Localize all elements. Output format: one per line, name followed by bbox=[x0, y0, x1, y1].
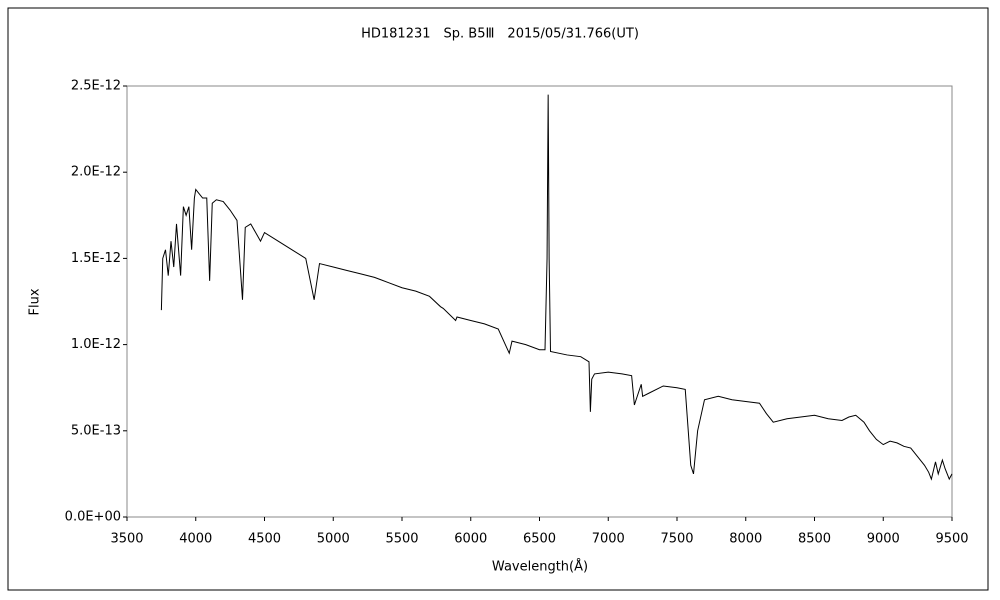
x-tick-label: 7000 bbox=[592, 532, 625, 547]
chart-border bbox=[7, 7, 989, 591]
y-tick-label: 1.0E-12 bbox=[71, 337, 121, 352]
y-tick-label: 0.0E+00 bbox=[65, 510, 121, 525]
x-axis-label: Wavelength(Å) bbox=[492, 559, 588, 575]
y-tick-label: 5.0E-13 bbox=[71, 423, 121, 438]
x-tick-label: 6500 bbox=[523, 532, 556, 547]
x-tick-label: 4500 bbox=[248, 532, 281, 547]
x-tick-label: 5500 bbox=[385, 532, 418, 547]
x-tick-label: 8500 bbox=[798, 532, 831, 547]
y-tick-label: 1.5E-12 bbox=[71, 251, 121, 266]
x-tick-label: 8000 bbox=[729, 532, 762, 547]
x-tick-label: 9000 bbox=[867, 532, 900, 547]
y-tick-label: 2.0E-12 bbox=[71, 165, 121, 180]
x-tick-label: 6000 bbox=[454, 532, 487, 547]
x-tick-label: 7500 bbox=[660, 532, 693, 547]
y-tick-label: 2.5E-12 bbox=[71, 79, 121, 94]
spectrum-line bbox=[160, 94, 953, 481]
chart-title: HD181231 Sp. B5Ⅲ 2015/05/31.766(UT) bbox=[361, 27, 639, 42]
x-tick-label: 4000 bbox=[179, 532, 212, 547]
x-tick-label: 5000 bbox=[317, 532, 350, 547]
x-tick-label: 3500 bbox=[110, 532, 143, 547]
y-axis-label: Flux bbox=[28, 288, 43, 315]
x-tick-label: 9500 bbox=[935, 532, 968, 547]
